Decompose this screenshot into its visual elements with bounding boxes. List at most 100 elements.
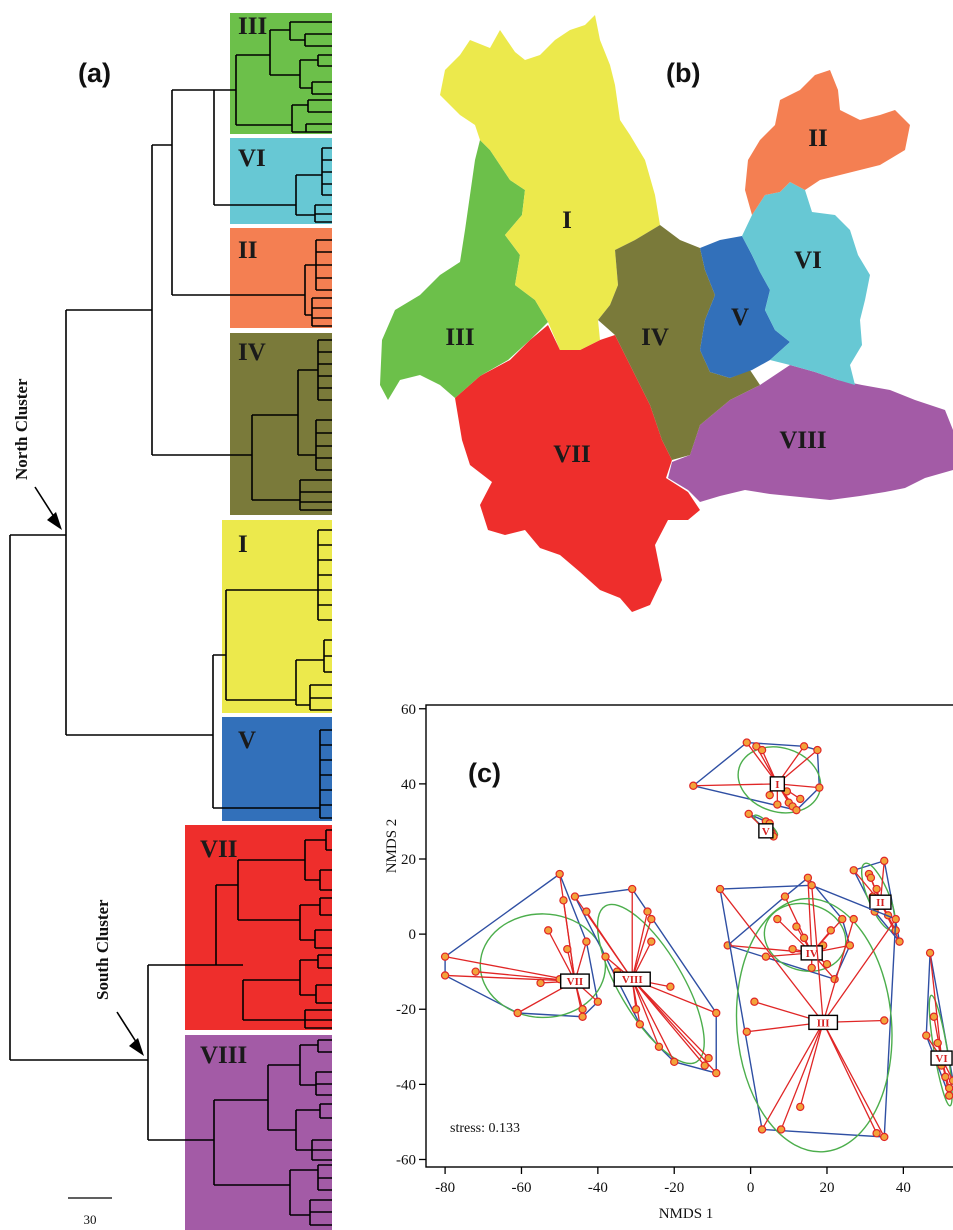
centroid-box-I <box>769 776 786 792</box>
site-point-VIII-5 <box>631 1005 641 1014</box>
site-point-VIII-15 <box>647 937 656 946</box>
site-point-VII-1 <box>440 971 450 980</box>
x-tick-label--80: -80 <box>435 1180 455 1196</box>
site-point-VII-0 <box>440 952 450 961</box>
spider-line-I-0 <box>693 783 778 787</box>
site-point-VII-10 <box>578 1012 587 1021</box>
subtree-IV <box>251 339 332 511</box>
south-cluster-arrowhead <box>129 1038 144 1056</box>
site-point-VI-7 <box>922 1031 931 1040</box>
spider-line-VIII-10 <box>631 978 675 1063</box>
x-tick-label--40: -40 <box>588 1180 608 1196</box>
group-IV: IV <box>723 873 855 984</box>
centroid-label-III: III <box>817 1017 830 1029</box>
north-cluster-label: North Cluster <box>12 378 31 480</box>
map-label-I: I <box>562 207 572 234</box>
hull-VII <box>444 872 599 1018</box>
ellipse-III <box>735 897 893 1153</box>
site-point-I-6 <box>815 783 824 792</box>
cluster-box-II <box>230 228 332 328</box>
site-point-VII-3 <box>513 1008 522 1018</box>
cluster-label-IV: IV <box>238 339 266 366</box>
site-point-IV-1 <box>780 892 790 901</box>
spider-line-III-9 <box>822 1022 878 1134</box>
nmds-axes: -80 -60 -40 -20 0 20 40 -60 -40 -20 0 20 40 60 <box>396 702 953 1196</box>
spider-line-III-6 <box>761 1022 824 1130</box>
map-label-IV: IV <box>641 324 669 351</box>
group-VII: VII <box>440 869 607 1021</box>
site-point-IV-11 <box>845 941 855 950</box>
y-tick-label-60: 60 <box>401 702 416 718</box>
site-point-II-6 <box>895 937 904 946</box>
site-point-VI-4 <box>941 1072 950 1082</box>
dendrogram-tree <box>9 89 320 1141</box>
cluster-label-VI: VI <box>238 145 266 172</box>
centroid-label-VI: VI <box>935 1053 947 1065</box>
spider-line-VIII-6 <box>631 911 649 980</box>
site-point-VIII-7 <box>647 914 656 924</box>
site-point-VIII-8 <box>654 1042 664 1052</box>
site-point-VII-9 <box>578 1005 587 1014</box>
site-point-VII-7 <box>563 944 572 954</box>
site-point-VIII-1 <box>582 907 591 916</box>
group-I: I <box>689 738 824 815</box>
ellipse-VIII <box>596 903 705 1065</box>
centroid-label-VIII: VIII <box>622 974 643 986</box>
site-point-II-8 <box>872 884 881 894</box>
centroid-box-VII <box>559 973 590 989</box>
cluster-box-VII <box>185 825 332 1030</box>
site-point-VII-13 <box>536 978 545 988</box>
panel-c-letter: (c) <box>468 758 501 788</box>
group-VIII: VIII <box>570 884 721 1078</box>
spider-line-III-3 <box>822 918 855 1023</box>
site-point-VII-11 <box>593 997 603 1006</box>
y-tick-label--60: -60 <box>396 1152 416 1168</box>
hull-III <box>719 884 897 1138</box>
spider-line-VII-6 <box>562 900 576 982</box>
spider-line-VIII-12 <box>631 978 710 1059</box>
south-cluster-label: South Cluster <box>93 899 112 1000</box>
centroid-box-VIII <box>613 971 651 987</box>
map-region-VII <box>455 325 700 612</box>
subtree-III <box>235 21 332 133</box>
site-point-III-10 <box>880 1132 889 1142</box>
subtree-VII <box>237 829 332 1029</box>
x-axis-label: NMDS 1 <box>659 1206 714 1222</box>
site-point-I-4 <box>799 742 809 751</box>
site-point-IV-4 <box>799 933 809 943</box>
site-point-III-1 <box>807 881 816 890</box>
site-point-III-8 <box>796 1102 805 1112</box>
north-cluster-arrowhead <box>47 512 62 530</box>
cluster-box-IV <box>230 333 332 515</box>
x-tick-label-0: 0 <box>747 1180 755 1196</box>
subtree-II <box>304 239 332 327</box>
site-point-I-13 <box>796 794 805 804</box>
spider-line-IV-13 <box>727 944 812 954</box>
scale-bar-label: 30 <box>84 1212 97 1227</box>
group-VI: VI <box>922 948 953 1107</box>
cluster-label-V: V <box>238 727 256 754</box>
subtree-VI <box>295 147 332 223</box>
site-point-III-3 <box>849 914 858 924</box>
cluster-label-III: III <box>238 13 267 40</box>
region-map-panel: (b) I II III IV V VI VII VIII <box>380 15 953 612</box>
site-point-I-2 <box>752 742 761 751</box>
cluster-box-VIII <box>185 1035 332 1230</box>
site-point-I-10 <box>792 805 801 815</box>
site-point-III-4 <box>750 997 759 1006</box>
spider-line-VIII-1 <box>585 911 633 980</box>
ellipse-I <box>737 746 822 814</box>
site-point-IV-0 <box>773 914 782 924</box>
site-point-VIII-14 <box>712 1008 721 1018</box>
site-point-IV-3 <box>792 922 801 931</box>
plot-frame <box>425 704 953 1168</box>
site-point-VII-14 <box>582 937 591 946</box>
map-region-VIII <box>668 365 953 502</box>
site-point-VIII-10 <box>670 1057 679 1067</box>
stress-label: stress: 0.133 <box>450 1121 520 1136</box>
spider-line-VIII-13 <box>631 978 717 1074</box>
map-region-V <box>700 236 790 378</box>
